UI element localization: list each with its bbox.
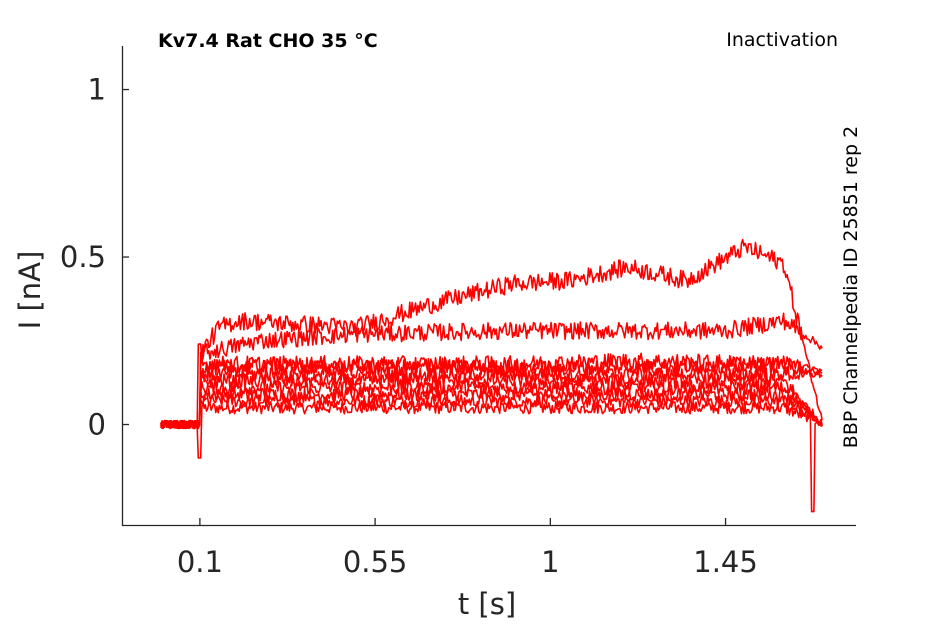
- x-tick-label: 1.45: [693, 545, 758, 579]
- x-tick-label: 0.1: [177, 545, 223, 579]
- trace-line: [160, 394, 823, 430]
- y-tick-label: 1: [88, 73, 106, 107]
- traces: [160, 238, 823, 513]
- y-axis-label: I [nA]: [13, 251, 47, 330]
- y-ticks: 00.51: [60, 73, 129, 442]
- trace-line: [160, 312, 823, 430]
- y-tick-label: 0: [88, 408, 106, 442]
- trace-line: [160, 238, 823, 430]
- x-axis-label: t [s]: [458, 587, 516, 621]
- y-tick-label: 0.5: [60, 240, 106, 274]
- x-tick-label: 0.55: [343, 545, 408, 579]
- x-tick-label: 1: [541, 545, 559, 579]
- chart-title: Kv7.4 Rat CHO 35 °C: [158, 30, 378, 52]
- side-label: BBP Channelpedia ID 25851 rep 2: [840, 126, 862, 448]
- trace-line: [160, 352, 823, 430]
- trace-line: [160, 372, 823, 429]
- x-ticks: 0.1 0.55 1 1.45: [177, 518, 758, 579]
- trace-line: [160, 401, 823, 513]
- chart-subtitle: Inactivation: [726, 29, 838, 51]
